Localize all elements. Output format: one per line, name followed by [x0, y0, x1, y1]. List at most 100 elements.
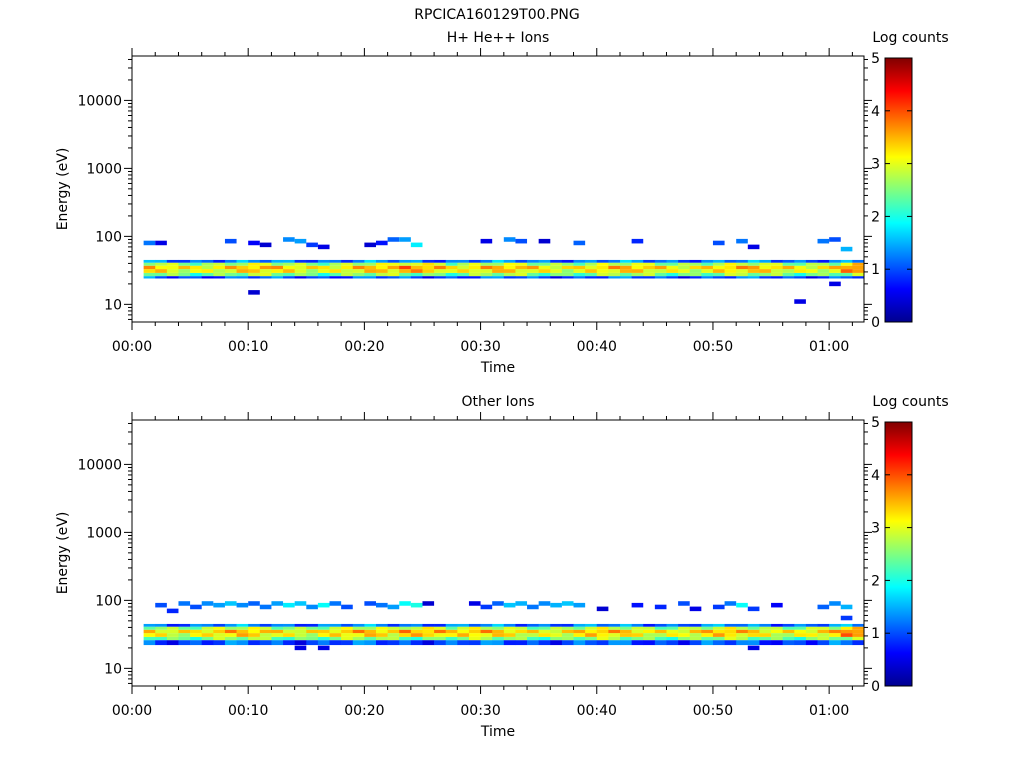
heatmap-cell — [224, 259, 237, 263]
heatmap-cell — [771, 629, 783, 634]
heatmap-cell — [654, 276, 667, 279]
heatmap-cell — [166, 259, 179, 263]
heatmap-cell — [852, 272, 865, 277]
heatmap-cell — [771, 633, 783, 637]
heatmap-cell — [178, 265, 191, 270]
heatmap-cell — [341, 276, 354, 279]
heatmap-cell — [840, 269, 853, 273]
heatmap-cell — [771, 640, 783, 646]
colorbar-tick-label: 1 — [871, 262, 880, 278]
heatmap-cell — [364, 259, 377, 263]
heatmap-cell — [620, 636, 632, 641]
heatmap-cell — [259, 276, 272, 279]
heatmap-cell — [387, 262, 400, 266]
heatmap-cell — [306, 269, 319, 273]
heatmap-cell — [527, 259, 539, 263]
heatmap-cell — [271, 601, 284, 606]
heatmap-cell — [190, 604, 202, 610]
heatmap-cell — [201, 269, 214, 273]
heatmap-cell — [352, 629, 365, 634]
heatmap-cell — [852, 262, 865, 266]
heatmap-cell — [410, 242, 423, 248]
heatmap-cell — [712, 240, 725, 246]
heatmap-cell — [422, 636, 435, 641]
heatmap-cell — [468, 629, 481, 634]
heatmap-cell — [654, 262, 667, 266]
heatmap-cell — [364, 276, 377, 279]
heatmap-cell — [317, 633, 330, 637]
heatmap-cell — [468, 269, 481, 273]
heatmap-cell — [190, 265, 203, 270]
heatmap-cell — [434, 636, 447, 641]
spectrogram-cells — [143, 237, 865, 304]
heatmap-cell — [166, 636, 179, 641]
heatmap-cell — [527, 272, 539, 277]
heatmap-cell — [155, 629, 168, 634]
heatmap-cell — [689, 606, 702, 612]
heatmap-cell — [840, 246, 853, 252]
heatmap-cell — [747, 259, 760, 263]
heatmap-cell — [515, 626, 528, 630]
x-tick-label: 00:10 — [228, 703, 268, 719]
heatmap-cell — [666, 629, 679, 634]
heatmap-cell — [410, 269, 423, 273]
heatmap-cell — [747, 633, 760, 637]
heatmap-cell — [678, 259, 691, 263]
heatmap-cell — [236, 272, 249, 277]
heatmap-cell — [399, 633, 412, 637]
heatmap-cell — [329, 640, 342, 646]
heatmap-cell — [654, 269, 667, 273]
heatmap-cell — [352, 626, 365, 630]
heatmap-cell — [213, 629, 226, 634]
heatmap-cell — [492, 269, 505, 273]
heatmap-cell — [712, 636, 725, 641]
heatmap-cell — [352, 265, 365, 270]
x-tick-label: 00:00 — [112, 703, 152, 719]
heatmap-cell — [329, 265, 342, 270]
heatmap-cell — [771, 602, 783, 608]
heatmap-cell — [480, 269, 493, 273]
heatmap-cell — [852, 626, 865, 630]
heatmap-cell — [422, 629, 435, 634]
heatmap-cell — [527, 604, 539, 610]
heatmap-cell — [480, 636, 493, 641]
heatmap-cell — [794, 633, 807, 637]
heatmap-cell — [840, 633, 853, 637]
heatmap-cell — [608, 259, 621, 263]
heatmap-cell — [620, 623, 632, 627]
heatmap-cell — [399, 272, 412, 277]
heatmap-cell — [608, 276, 621, 279]
heatmap-cell — [376, 629, 388, 634]
heatmap-cell — [259, 626, 272, 630]
heatmap-cell — [550, 633, 563, 637]
heatmap-cell — [550, 623, 563, 627]
heatmap-cell — [736, 265, 749, 270]
heatmap-cell — [376, 240, 388, 246]
heatmap-cell — [341, 626, 354, 630]
heatmap-cell — [701, 636, 714, 641]
heatmap-cell — [317, 272, 330, 277]
heatmap-cell — [585, 629, 598, 634]
heatmap-cell — [643, 640, 656, 646]
heatmap-cell — [643, 636, 656, 641]
heatmap-cell — [794, 629, 807, 634]
heatmap-cell — [736, 259, 749, 263]
heatmap-cell — [376, 633, 388, 637]
heatmap-cell — [724, 276, 737, 279]
y-tick-label: 10000 — [77, 93, 122, 109]
heatmap-cell — [294, 272, 307, 277]
heatmap-cell — [376, 626, 388, 630]
heatmap-cell — [666, 640, 679, 646]
heatmap-cell — [550, 262, 563, 266]
heatmap-cell — [689, 623, 702, 627]
heatmap-cell — [771, 276, 783, 279]
heatmap-cell — [224, 629, 237, 634]
x-tick-label: 00:20 — [344, 339, 384, 355]
heatmap-cell — [817, 238, 830, 244]
colorbar-tick-label: 5 — [871, 51, 880, 67]
heatmap-cell — [283, 269, 295, 273]
heatmap-cell — [515, 601, 528, 606]
heatmap-cell — [712, 262, 725, 266]
heatmap-cell — [376, 276, 388, 279]
heatmap-cell — [155, 259, 168, 263]
